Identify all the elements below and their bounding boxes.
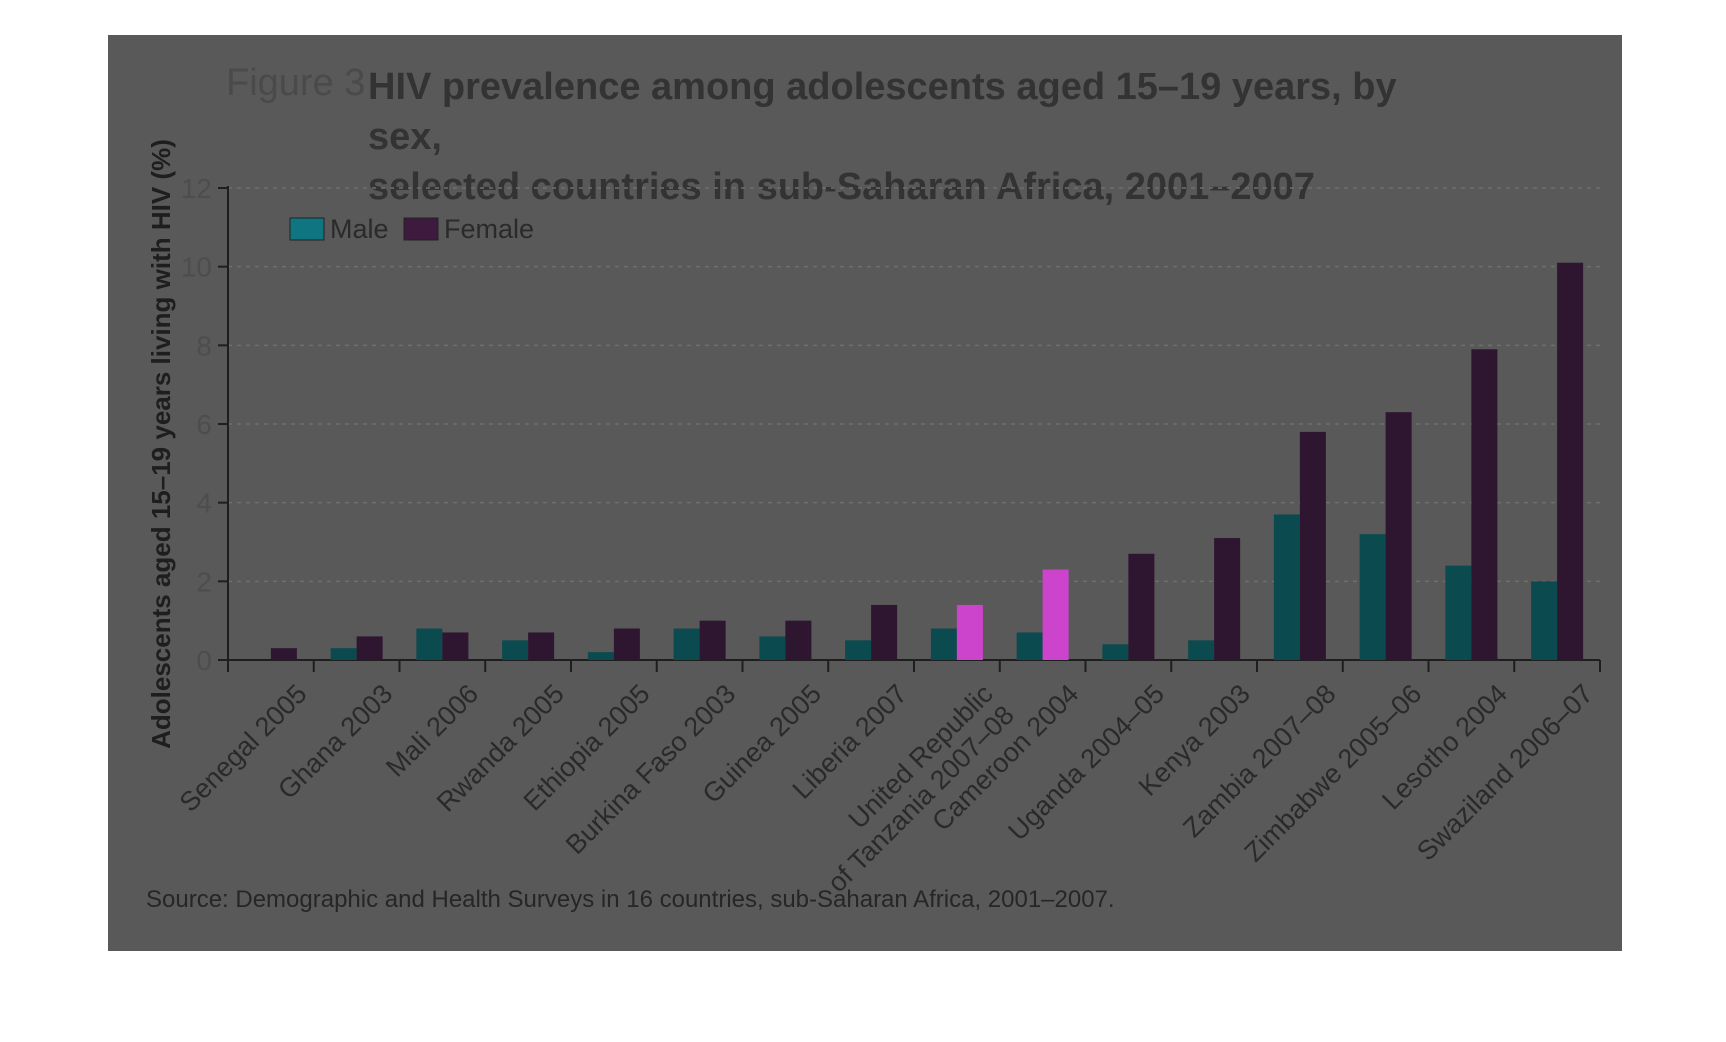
- bar-female: [528, 632, 555, 660]
- chart-title-line-1: HIV prevalence among adolescents aged 15…: [368, 66, 1397, 158]
- legend-label-female: Female: [444, 214, 534, 244]
- bar-male: [1359, 534, 1386, 660]
- bar-female: [785, 620, 812, 660]
- bar-male: [1102, 644, 1129, 660]
- bar-male: [587, 652, 614, 660]
- bar-male: [1273, 514, 1300, 660]
- chart-panel: [108, 35, 1622, 951]
- bar-female: [1385, 412, 1412, 660]
- y-tick-label: 8: [196, 330, 212, 361]
- x-category-label-line: Zambia 2007–08: [1177, 679, 1342, 844]
- y-tick-label: 6: [196, 409, 212, 440]
- bar-female: [871, 604, 898, 660]
- y-tick-label: 10: [181, 252, 212, 283]
- figure-number: Figure 3: [226, 62, 366, 104]
- bar-female: [1299, 431, 1326, 660]
- y-tick-label: 4: [196, 488, 212, 519]
- bar-female: [613, 628, 640, 660]
- bar-female: [270, 648, 297, 660]
- y-tick-label: 2: [196, 566, 212, 597]
- bar-male: [759, 636, 786, 660]
- bar-female: [356, 636, 383, 660]
- chart-title-line-2: selected countries in sub-Saharan Africa…: [368, 166, 1315, 208]
- bar-male: [416, 628, 443, 660]
- bar-female: [1042, 569, 1069, 660]
- bar-female: [1214, 538, 1241, 660]
- x-category-label-line: Uganda 2004–05: [1002, 679, 1170, 847]
- x-category-label: Uganda 2004–05: [1002, 679, 1170, 847]
- bar-male: [845, 640, 872, 660]
- bar-male: [330, 648, 357, 660]
- bar-male: [1188, 640, 1215, 660]
- source-note: Source: Demographic and Health Surveys i…: [146, 886, 1115, 913]
- bar-male: [1016, 632, 1043, 660]
- bar-female: [1557, 262, 1584, 660]
- bar-male: [930, 628, 957, 660]
- x-category-label: Zambia 2007–08: [1177, 679, 1342, 844]
- legend-label-male: Male: [330, 214, 389, 244]
- y-tick-label: 0: [196, 645, 212, 676]
- bar-female: [442, 632, 469, 660]
- bar-male: [1445, 565, 1472, 660]
- chart-title: HIV prevalence among adolescents aged 15…: [368, 62, 1468, 212]
- y-tick-label: 12: [181, 173, 212, 204]
- bar-female: [956, 604, 983, 660]
- legend-swatch-female: [403, 217, 439, 241]
- bar-female: [699, 620, 726, 660]
- bar-male: [1531, 581, 1558, 660]
- legend-swatch-male: [289, 217, 325, 241]
- y-axis-title: Adolescents aged 15–19 years living with…: [146, 139, 176, 749]
- bar-male: [673, 628, 700, 660]
- bar-male: [502, 640, 529, 660]
- bar-female: [1128, 553, 1155, 660]
- bar-female: [1471, 349, 1498, 660]
